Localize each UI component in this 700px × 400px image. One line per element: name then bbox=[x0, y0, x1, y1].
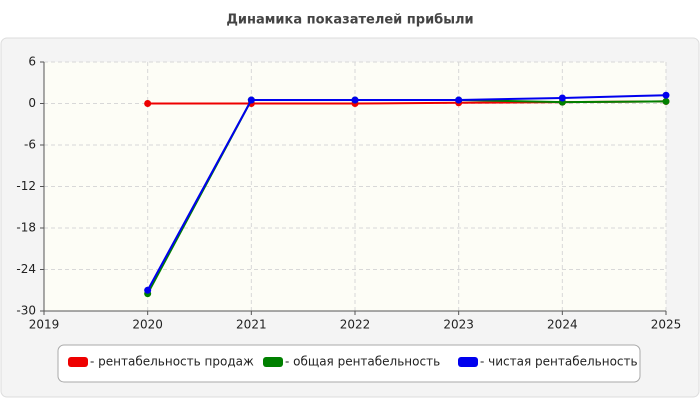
legend-label: - общая рентабельность bbox=[285, 355, 440, 369]
point bbox=[144, 286, 152, 294]
y-tick-label: 0 bbox=[28, 96, 36, 110]
point bbox=[558, 94, 566, 102]
point bbox=[662, 97, 670, 105]
x-tick-label: 2024 bbox=[547, 318, 578, 332]
x-tick-label: 2022 bbox=[340, 318, 371, 332]
y-tick-label: -6 bbox=[24, 138, 36, 152]
legend bbox=[57, 344, 641, 383]
point bbox=[455, 96, 463, 104]
series-line bbox=[146, 94, 667, 291]
y-tick-label: -24 bbox=[16, 262, 36, 276]
x-tick-label: 2021 bbox=[236, 318, 267, 332]
x-tick-label: 2019 bbox=[29, 318, 60, 332]
legend-label: - рентабельность продаж bbox=[90, 355, 254, 369]
y-tick-label: 6 bbox=[28, 55, 36, 69]
legend-swatch bbox=[68, 357, 88, 367]
point bbox=[351, 96, 359, 104]
point bbox=[662, 91, 670, 99]
point bbox=[247, 96, 255, 104]
y-tick-label: -18 bbox=[16, 221, 36, 235]
y-tick-label: -12 bbox=[16, 179, 36, 193]
y-tick-label: -30 bbox=[16, 304, 36, 318]
chart-title: Динамика показателей прибыли bbox=[226, 13, 473, 28]
legend-swatch bbox=[263, 357, 283, 367]
x-tick-label: 2020 bbox=[132, 318, 163, 332]
legend-label: - чистая рентабельность bbox=[480, 355, 638, 369]
x-tick-label: 2023 bbox=[443, 318, 474, 332]
x-tick-label: 2025 bbox=[651, 318, 682, 332]
legend-swatch bbox=[458, 357, 478, 367]
point bbox=[144, 100, 152, 107]
